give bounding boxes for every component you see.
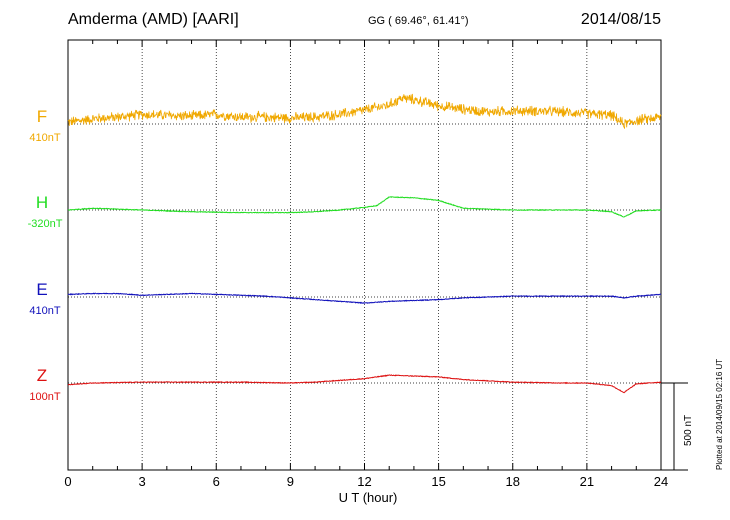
x-axis-ticks: 0 3 6 9 12 15 18 21 24 [64, 40, 668, 489]
station-coordinates: GG ( 69.46°, 61.41°) [368, 15, 469, 27]
x-axis-title: U T (hour) [339, 490, 398, 505]
series-offset-h: -320nT [28, 218, 63, 230]
series-layer [67, 93, 662, 394]
scale-bar-label: 500 nT [683, 415, 694, 446]
series-letter-f: F [37, 107, 47, 126]
x-tick-label: 0 [64, 474, 71, 489]
series-trace-f [67, 93, 662, 129]
scale-bar: 500 nT [661, 382, 694, 471]
series-labels: F 410nT H -320nT E 410nT Z 100nT [28, 107, 63, 403]
series-z [67, 374, 662, 394]
x-tick-label: 15 [431, 474, 445, 489]
x-tick-label: 6 [213, 474, 220, 489]
series-e [67, 292, 662, 305]
series-trace-h [67, 196, 662, 218]
grid-layer [141, 40, 588, 470]
series-offset-z: 100nT [29, 391, 60, 403]
plot-date: 2014/08/15 [581, 11, 661, 28]
series-trace-e [67, 292, 662, 305]
x-tick-label: 9 [287, 474, 294, 489]
x-tick-label: 18 [506, 474, 520, 489]
series-letter-e: E [36, 280, 47, 299]
series-offset-e: 410nT [29, 305, 60, 317]
station-title: Amderma (AMD) [AARI] [68, 11, 239, 28]
series-h [67, 196, 662, 218]
plotted-at-note: Plotted at 2014/09/15 02:16 UT [715, 359, 724, 470]
x-tick-label: 3 [139, 474, 146, 489]
series-offset-f: 410nT [29, 132, 60, 144]
series-letter-z: Z [37, 366, 47, 385]
x-tick-label: 21 [580, 474, 594, 489]
series-f [67, 93, 662, 129]
series-letter-h: H [36, 193, 48, 212]
x-tick-label: 12 [357, 474, 371, 489]
x-tick-label: 24 [654, 474, 668, 489]
plot-frame [67, 39, 662, 471]
series-trace-z [67, 374, 662, 394]
